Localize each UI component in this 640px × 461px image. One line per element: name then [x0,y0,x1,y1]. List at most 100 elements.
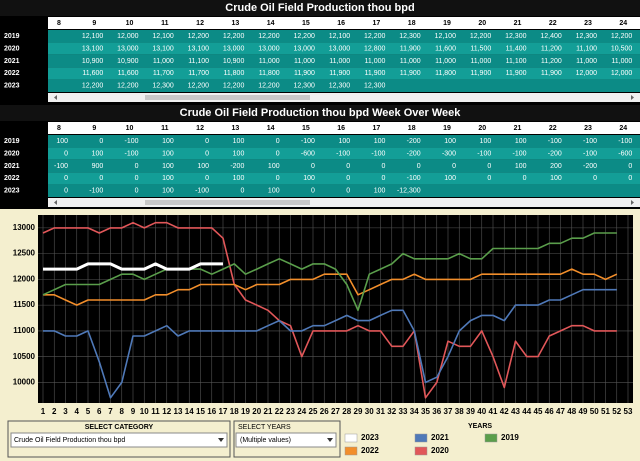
column-header: 8 [57,125,61,132]
series-line [43,288,617,399]
column-header: 9 [92,20,96,27]
row-year: 2023 [4,83,20,90]
table-cell: -100 [336,150,350,157]
scrollbar-thumb[interactable] [145,200,310,205]
table-cell: -200 [407,138,421,145]
table-cell: -200 [583,163,597,170]
x-tick-label: 40 [477,407,486,416]
table-cell: 0 [240,188,244,195]
row-year: 2022 [4,70,20,77]
column-header: 15 [302,125,310,132]
table-cell: 12,200 [188,83,210,90]
column-header: 16 [337,125,345,132]
table-cell: 0 [135,163,139,170]
series-line [43,262,223,271]
table-cell: 11,000 [294,58,315,65]
x-tick-label: 22 [275,407,284,416]
table-cell: 0 [64,150,68,157]
table-cell: -200 [548,150,562,157]
table-cell: 12,100 [82,33,104,40]
column-header: 15 [302,20,310,27]
row-year: 2020 [4,150,20,157]
column-header: 13 [231,125,239,132]
table-cell: 11,000 [435,58,456,65]
table-cell: 0 [382,163,386,170]
x-tick-label: 44 [522,407,531,416]
column-header: 18 [408,125,416,132]
table-cell: 100 [197,163,209,170]
table-cell: 100 [303,175,315,182]
table-cell: 0 [628,175,632,182]
x-tick-label: 28 [342,407,351,416]
table-cell: 100 [268,188,280,195]
column-header: 14 [267,20,275,27]
y-tick-label: 12000 [13,274,36,283]
table-cell: 11,200 [541,45,562,52]
column-header: 12 [196,20,204,27]
table-cell: 12,400 [540,33,562,40]
table-cell: 11,600 [82,70,103,77]
legend-label: 2021 [431,433,449,442]
x-tick-label: 49 [579,407,588,416]
table-cell: 900 [92,163,104,170]
table-cell: 11,900 [329,70,350,77]
table-cell: -100 [407,175,421,182]
table-cell: 11,900 [294,70,315,77]
column-header: 19 [443,125,451,132]
years-filter-label: SELECT YEARS [238,424,291,431]
column-header: 24 [619,20,627,27]
x-tick-label: 16 [207,407,216,416]
table-cell: 13,100 [188,45,210,52]
table-cell: 100 [444,175,456,182]
years-dropdown[interactable] [235,432,337,448]
table-cell: 13,100 [152,45,174,52]
table-cell: 11,900 [506,70,527,77]
column-header: 11 [161,125,169,132]
table-cell: 11,100 [188,58,209,65]
x-tick-label: 33 [399,407,408,416]
category-dropdown[interactable] [10,432,228,448]
table-cell: 12,000 [117,33,139,40]
x-tick-label: 36 [432,407,441,416]
table-cell: 100 [515,163,527,170]
table-cell: 11,900 [400,45,421,52]
table-cell: 12,200 [223,33,245,40]
table-cell: 100 [92,150,104,157]
table-cell: 100 [233,150,245,157]
scrollbar-thumb[interactable] [145,95,310,100]
table-cell: 11,800 [223,70,244,77]
table-cell: 100 [162,138,174,145]
series-line [43,268,618,306]
table-title: Crude Oil Field Production thou bpd [225,2,414,14]
table-cell: 12,300 [505,33,527,40]
x-tick-label: 41 [489,407,498,416]
scroll-left [54,95,57,100]
table-cell: 12,200 [117,83,139,90]
table-cell: 200 [550,163,562,170]
table-cell: 11,900 [400,70,421,77]
table-cell: 0 [311,163,315,170]
x-tick-label: 19 [241,407,250,416]
table-cell: 11,800 [435,70,456,77]
x-tick-label: 34 [410,407,419,416]
table-header [48,17,640,29]
column-header: 9 [92,125,96,132]
x-tick-label: 42 [500,407,509,416]
table-cell: 12,800 [364,45,386,52]
table-cell: -100 [618,138,632,145]
table-cell: 0 [523,175,527,182]
table-cell: 11,600 [118,70,139,77]
y-tick-label: 13000 [13,223,36,232]
table-cell: 0 [417,163,421,170]
column-header: 17 [373,20,381,27]
x-tick-label: 53 [624,407,633,416]
x-tick-label: 3 [63,407,68,416]
column-header: 11 [161,20,169,27]
table-cell: 0 [487,175,491,182]
table-cell: 12,100 [329,33,351,40]
table-row [48,184,640,197]
table-cell: 11,900 [365,70,386,77]
table-cell: -600 [301,150,315,157]
series-line [42,221,617,399]
